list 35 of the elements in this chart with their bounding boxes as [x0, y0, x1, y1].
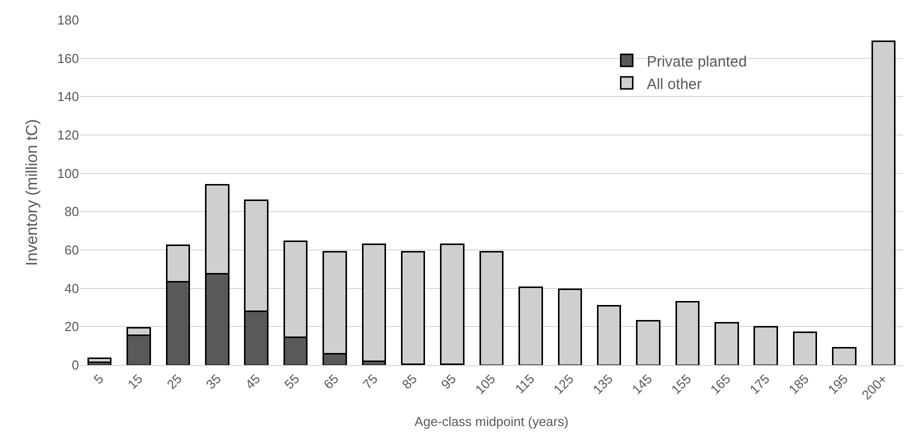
x-tick-label: 15: [124, 371, 146, 392]
y-tick-label: 80: [64, 204, 79, 220]
y-tick-label: 100: [57, 166, 79, 181]
x-tick-label: 85: [399, 371, 420, 392]
x-tick-label: 55: [281, 371, 302, 392]
x-tick-label: 95: [438, 371, 460, 392]
x-tick-label: 195: [824, 371, 851, 398]
x-tick-label: 125: [550, 371, 577, 398]
x-tick-label: 45: [242, 371, 264, 392]
x-tick-label: 105: [472, 371, 498, 398]
y-tick-label: 0: [72, 358, 79, 373]
x-tick-label: 5: [90, 371, 106, 387]
y-tick-label: 20: [64, 319, 79, 334]
x-tick-label: 155: [668, 371, 694, 398]
bar: [87, 358, 112, 363]
x-tick-label: 75: [360, 371, 381, 392]
legend-label: Private planted: [646, 53, 747, 70]
x-tick-label: 185: [786, 371, 812, 398]
x-tick-label: 65: [320, 371, 342, 392]
y-axis-title: Inventory (million tC): [24, 119, 42, 266]
y-tick-label: 160: [57, 50, 79, 66]
x-tick-label: 115: [512, 371, 538, 396]
y-tick-label: 40: [64, 280, 79, 296]
y-tick-label: 180: [57, 12, 79, 28]
y-tick-label: 120: [57, 128, 79, 143]
x-tick-label: 135: [590, 371, 616, 398]
x-tick-label: 165: [707, 371, 734, 398]
x-tick-label: 35: [203, 371, 224, 392]
x-tick-label: 145: [629, 371, 655, 398]
y-tick-label: 140: [57, 89, 79, 104]
x-tick-label: 25: [164, 371, 185, 392]
legend-label: All other: [646, 76, 702, 93]
y-tick-label: 60: [64, 242, 79, 258]
x-axis-title: Age-class midpoint (years): [414, 414, 568, 430]
x-tick-label: 175: [746, 371, 773, 398]
